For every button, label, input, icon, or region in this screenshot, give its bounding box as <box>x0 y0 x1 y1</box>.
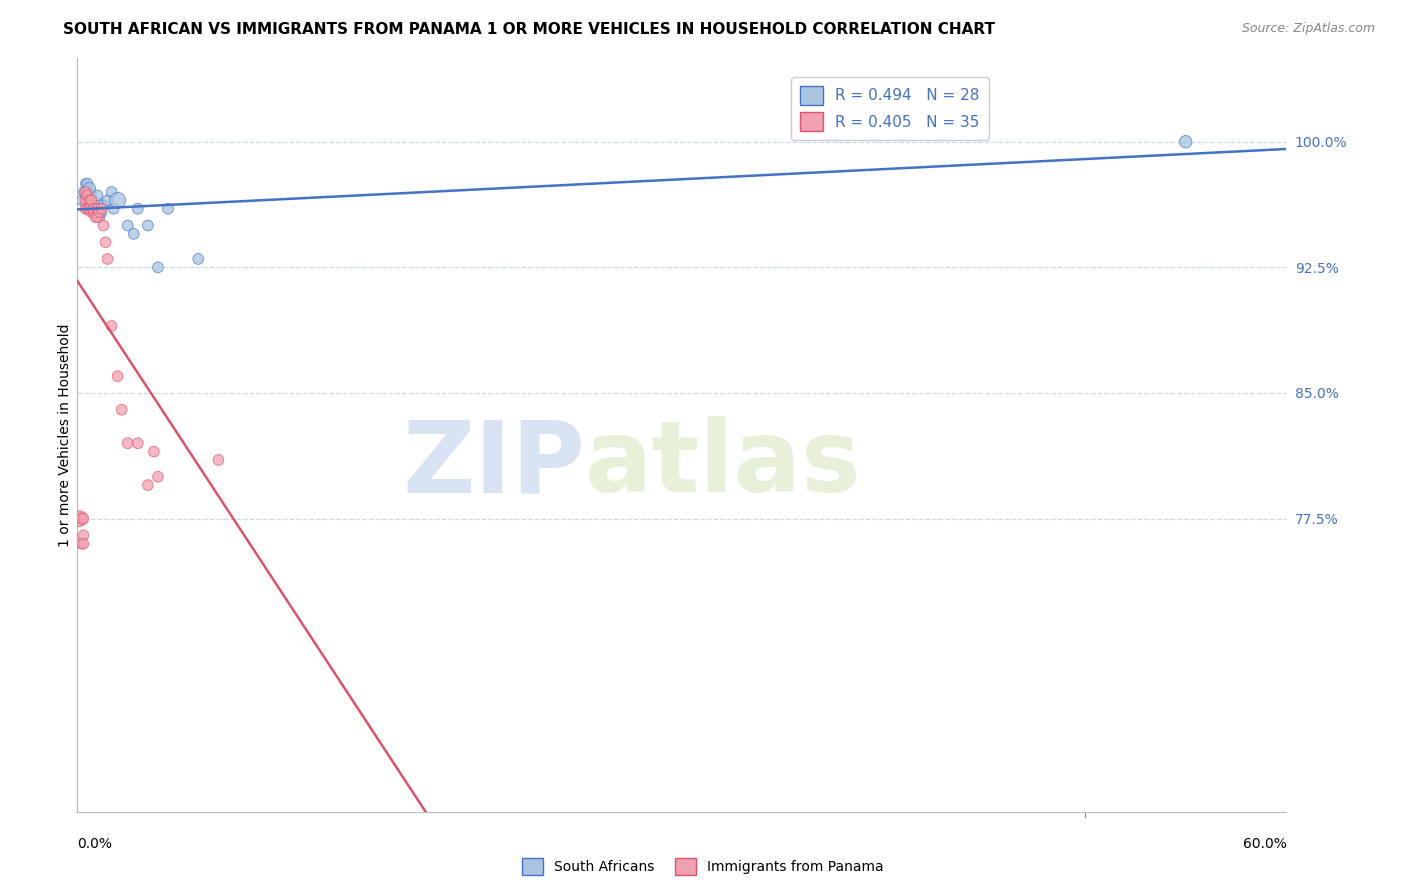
Point <box>157 202 180 216</box>
Point <box>72 511 94 525</box>
Point <box>82 205 104 219</box>
Point <box>80 198 103 212</box>
Point <box>89 210 111 224</box>
Point <box>75 185 97 199</box>
Point <box>72 185 94 199</box>
Text: SOUTH AFRICAN VS IMMIGRANTS FROM PANAMA 1 OR MORE VEHICLES IN HOUSEHOLD CORRELAT: SOUTH AFRICAN VS IMMIGRANTS FROM PANAMA … <box>63 22 995 37</box>
Point <box>79 194 101 208</box>
Point <box>96 194 118 208</box>
Point <box>86 210 108 224</box>
Text: atlas: atlas <box>585 417 862 514</box>
Point <box>93 198 115 212</box>
Point <box>142 444 165 458</box>
Point <box>70 537 93 551</box>
Point <box>86 202 108 216</box>
Point <box>76 202 98 216</box>
Point <box>187 252 209 266</box>
Point <box>93 219 115 233</box>
Point <box>76 188 98 202</box>
Point <box>84 205 107 219</box>
Point <box>146 260 169 275</box>
Point <box>111 402 134 417</box>
Point <box>70 511 93 525</box>
Point <box>89 205 111 219</box>
Point <box>122 227 145 241</box>
Point <box>72 537 94 551</box>
Point <box>96 252 118 266</box>
Point <box>67 511 90 525</box>
Point <box>79 188 101 202</box>
Legend: South Africans, Immigrants from Panama: South Africans, Immigrants from Panama <box>516 853 890 880</box>
Point <box>146 469 169 483</box>
Point <box>94 235 117 250</box>
Point <box>75 177 97 191</box>
Point <box>107 369 129 384</box>
Point <box>127 436 149 450</box>
Point <box>75 202 97 216</box>
Text: 60.0%: 60.0% <box>1243 837 1286 851</box>
Point <box>117 436 139 450</box>
Point <box>103 202 125 216</box>
Point <box>75 194 97 208</box>
Point <box>117 219 139 233</box>
Point <box>207 453 229 467</box>
Point <box>72 528 94 542</box>
Point <box>127 202 149 216</box>
Point <box>80 194 103 208</box>
Point <box>80 205 103 219</box>
Point <box>75 194 97 208</box>
Point <box>90 202 112 216</box>
Point <box>79 181 101 195</box>
Point <box>1174 135 1197 149</box>
Point <box>100 318 122 333</box>
Point <box>70 194 93 208</box>
Point <box>76 177 98 191</box>
Point <box>107 194 129 208</box>
Point <box>82 202 104 216</box>
Point <box>76 185 98 199</box>
Text: ZIP: ZIP <box>402 417 585 514</box>
Point <box>86 198 108 212</box>
Text: Source: ZipAtlas.com: Source: ZipAtlas.com <box>1241 22 1375 36</box>
Point <box>79 202 101 216</box>
Point <box>136 219 159 233</box>
Legend: R = 0.494   N = 28, R = 0.405   N = 35: R = 0.494 N = 28, R = 0.405 N = 35 <box>790 77 988 140</box>
Point <box>90 205 112 219</box>
Y-axis label: 1 or more Vehicles in Household: 1 or more Vehicles in Household <box>58 323 72 547</box>
Point <box>80 194 103 208</box>
Point <box>82 202 104 216</box>
Text: 0.0%: 0.0% <box>77 837 112 851</box>
Point <box>84 210 107 224</box>
Point <box>136 478 159 492</box>
Point <box>100 185 122 199</box>
Point <box>86 188 108 202</box>
